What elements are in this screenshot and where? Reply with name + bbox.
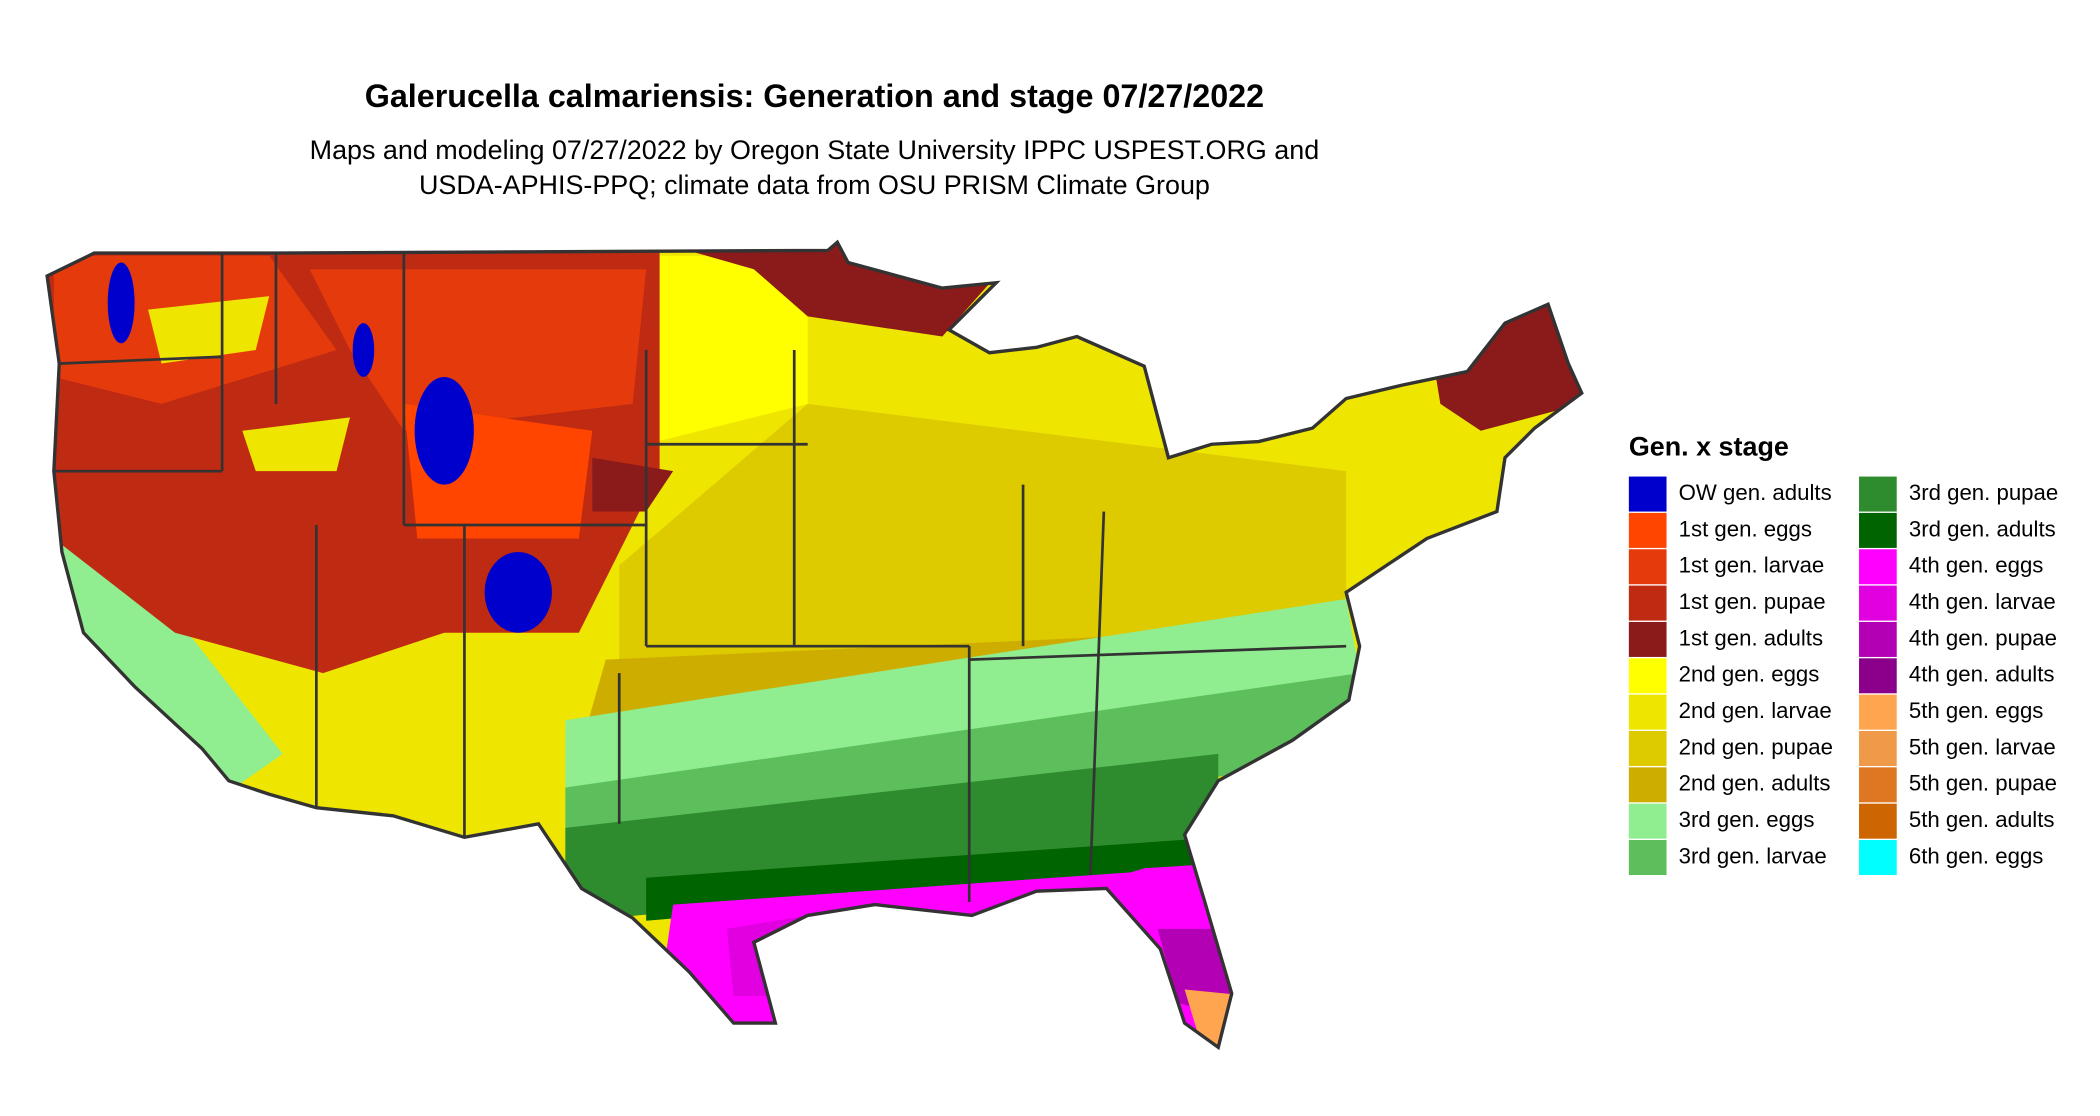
legend-label: 2nd gen. eggs [1679,662,1820,687]
subtitle: USDA-APHIS-PPQ; climate data from OSU PR… [419,170,1210,200]
legend-swatch [1628,767,1667,803]
legend-label: 6th gen. eggs [1909,843,2044,868]
legend-label: 4th gen. pupae [1909,625,2057,650]
region [726,915,808,997]
legend-label: 5th gen. eggs [1909,698,2044,723]
legend-swatch [1859,585,1897,621]
legend-swatch [1628,840,1667,876]
legend-label: 1st gen. pupae [1679,589,1826,614]
region [352,323,375,377]
region [309,269,647,431]
title: Galerucella calmariensis: Generation and… [365,78,1264,114]
legend-title: Gen. x stage [1629,431,1789,461]
legend: OW gen. adults 1st gen. eggs 1st gen. larv… [1628,476,2058,876]
legend-swatch [1859,803,1897,839]
legend-label: 2nd gen. pupae [1679,734,1833,759]
legend-label: 1st gen. adults [1679,625,1823,650]
legend-swatch [1859,512,1897,548]
state-borders [53,253,1347,902]
legend-label: 3rd gen. pupae [1909,480,2058,505]
legend-swatch [1859,658,1897,694]
legend-label: 5th gen. adults [1909,807,2055,832]
legend-swatch [1859,840,1897,876]
legend-swatch [1628,512,1667,548]
legend-swatch [1859,476,1897,512]
legend-swatch [1859,549,1897,585]
legend-swatch [1628,549,1667,585]
legend-label: 1st gen. larvae [1679,553,1825,578]
legend-label: 4th gen. eggs [1909,553,2044,578]
legend-swatch [1628,694,1667,730]
legend-label: 2nd gen. adults [1679,771,1831,796]
region [592,457,674,512]
country-outline [45,239,1584,1051]
legend-label: 1st gen. eggs [1679,516,1812,541]
region [107,262,135,344]
legend-swatch [1859,694,1897,730]
region [646,255,808,445]
legend-swatch [1628,585,1667,621]
legend-swatch [1628,803,1667,839]
legend-swatch [1859,621,1897,657]
region [414,376,474,485]
legend-swatch [1628,658,1667,694]
legend-swatch [1628,476,1667,512]
legend-label: 3rd gen. larvae [1679,843,1827,868]
region [484,551,552,633]
region [148,296,270,364]
legend-label: 2nd gen. larvae [1679,698,1832,723]
legend-label: 3rd gen. adults [1909,516,2056,541]
legend-label: 4th gen. larvae [1909,589,2056,614]
legend-swatch [1628,730,1667,766]
legend-swatch [1628,621,1667,657]
map [47,242,1582,1048]
subtitle: Maps and modeling 07/27/2022 by Oregon S… [310,135,1320,165]
legend-swatch [1859,730,1897,766]
legend-swatch [1859,767,1897,803]
region [242,417,350,472]
legend-label: 5th gen. pupae [1909,771,2057,796]
legend-label: OW gen. adults [1679,480,1832,505]
region [47,538,283,801]
legend-label: 3rd gen. eggs [1679,807,1815,832]
region [619,403,1347,701]
legend-label: 4th gen. adults [1909,662,2055,687]
legend-label: 5th gen. larvae [1909,734,2056,759]
